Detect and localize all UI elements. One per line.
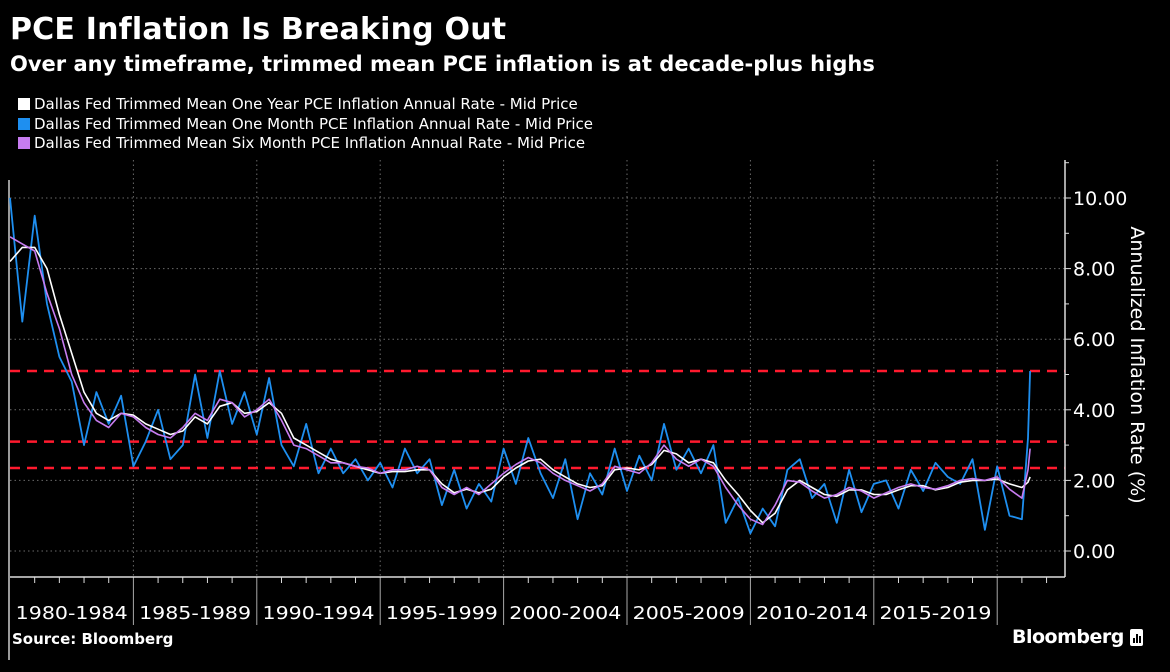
frame-border <box>8 180 10 660</box>
legend-item-one-year: Dallas Fed Trimmed Mean One Year PCE Inf… <box>18 95 578 113</box>
y-tick-label: 10.00 <box>1073 188 1127 210</box>
legend-label: Dallas Fed Trimmed Mean One Month PCE In… <box>34 115 594 133</box>
legend-label: Dallas Fed Trimmed Mean One Year PCE Inf… <box>34 95 578 113</box>
reference-lines <box>10 369 1065 470</box>
chart-title: PCE Inflation Is Breaking Out <box>10 12 507 47</box>
series-lines <box>9 197 1031 535</box>
x-tick-label: 2015-2019 <box>880 603 992 624</box>
axes: 0.00 2.00 4.00 6.00 8.00 10.00 1980-1984 1985-1… <box>10 160 1127 625</box>
series-one-year-line <box>9 246 1031 524</box>
y-axis-title: Annualized Inflation Rate (%) <box>1126 226 1148 503</box>
y-tick-label: 4.00 <box>1073 400 1115 422</box>
x-tick-label: 2000-2004 <box>509 603 621 624</box>
x-tick-label: 1985-1989 <box>139 603 251 624</box>
chart-subtitle: Over any timeframe, trimmed mean PCE inf… <box>10 52 875 76</box>
y-tick-label: 2.00 <box>1073 470 1115 492</box>
y-tick-label: 6.00 <box>1073 329 1115 351</box>
y-tick-label: 8.00 <box>1073 259 1115 281</box>
legend-item-six-month: Dallas Fed Trimmed Mean Six Month PCE In… <box>18 134 585 152</box>
legend-item-one-month: Dallas Fed Trimmed Mean One Month PCE In… <box>18 115 593 133</box>
bloomberg-logo: Bloomberg <box>1012 626 1143 648</box>
series-one-month-line <box>9 197 1031 535</box>
legend-label: Dallas Fed Trimmed Mean Six Month PCE In… <box>34 134 586 152</box>
series-six-month-line <box>9 236 1031 526</box>
legend-swatch-one-year <box>18 98 30 110</box>
x-tick-label: 1995-1999 <box>386 603 498 624</box>
x-tick-label: 2010-2014 <box>756 603 868 624</box>
x-tick-label: 1980-1984 <box>16 603 128 624</box>
grid <box>10 160 1065 577</box>
x-tick-label: 1990-1994 <box>263 603 375 624</box>
logo-text: Bloomberg <box>1012 626 1124 648</box>
x-tick-label: 2005-2009 <box>633 603 745 624</box>
y-tick-label: 0.00 <box>1073 541 1115 563</box>
bloomberg-chart-icon <box>1129 628 1143 646</box>
legend-swatch-one-month <box>18 118 30 130</box>
legend-swatch-six-month <box>18 137 30 149</box>
source-note: Source: Bloomberg <box>12 630 174 648</box>
